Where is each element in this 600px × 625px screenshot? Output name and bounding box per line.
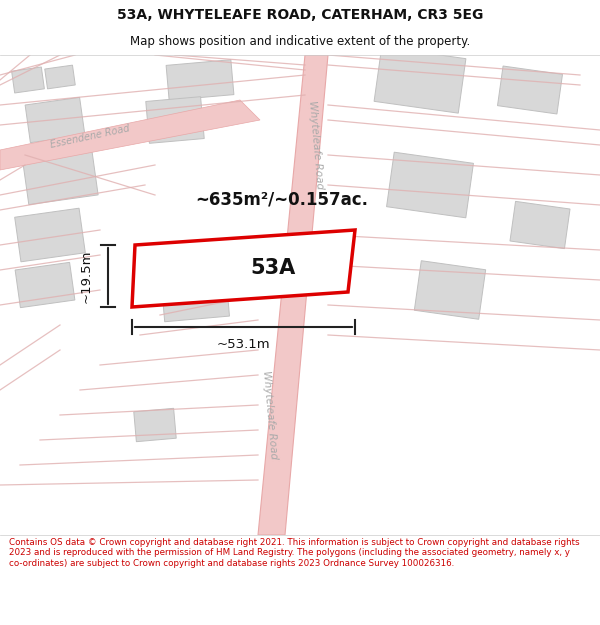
Text: ~19.5m: ~19.5m	[79, 249, 92, 302]
Polygon shape	[258, 55, 328, 535]
Text: Essendene Road: Essendene Road	[49, 124, 131, 150]
Bar	[45, 65, 75, 89]
Text: Contains OS data © Crown copyright and database right 2021. This information is : Contains OS data © Crown copyright and d…	[9, 538, 580, 568]
Bar	[415, 261, 485, 319]
Text: Whyteleafe Road: Whyteleafe Road	[261, 370, 279, 460]
Bar	[11, 67, 44, 93]
Bar	[166, 60, 234, 100]
Text: 53A: 53A	[250, 259, 295, 279]
Text: 53A, WHYTELEAFE ROAD, CATERHAM, CR3 5EG: 53A, WHYTELEAFE ROAD, CATERHAM, CR3 5EG	[117, 8, 483, 22]
Bar	[146, 97, 204, 143]
Polygon shape	[132, 230, 355, 307]
Bar	[374, 47, 466, 113]
Bar	[15, 262, 75, 308]
Bar	[161, 268, 229, 322]
Polygon shape	[0, 100, 260, 170]
Text: ~53.1m: ~53.1m	[217, 339, 271, 351]
Bar	[386, 152, 473, 218]
Text: Map shows position and indicative extent of the property.: Map shows position and indicative extent…	[130, 35, 470, 48]
Text: Whyteleafe Road: Whyteleafe Road	[307, 100, 325, 190]
Bar	[134, 408, 176, 442]
Bar	[14, 208, 85, 262]
Bar	[22, 146, 98, 204]
Bar	[510, 201, 570, 249]
Bar	[25, 98, 85, 142]
Bar	[497, 66, 562, 114]
Text: ~635m²/~0.157ac.: ~635m²/~0.157ac.	[195, 191, 368, 209]
